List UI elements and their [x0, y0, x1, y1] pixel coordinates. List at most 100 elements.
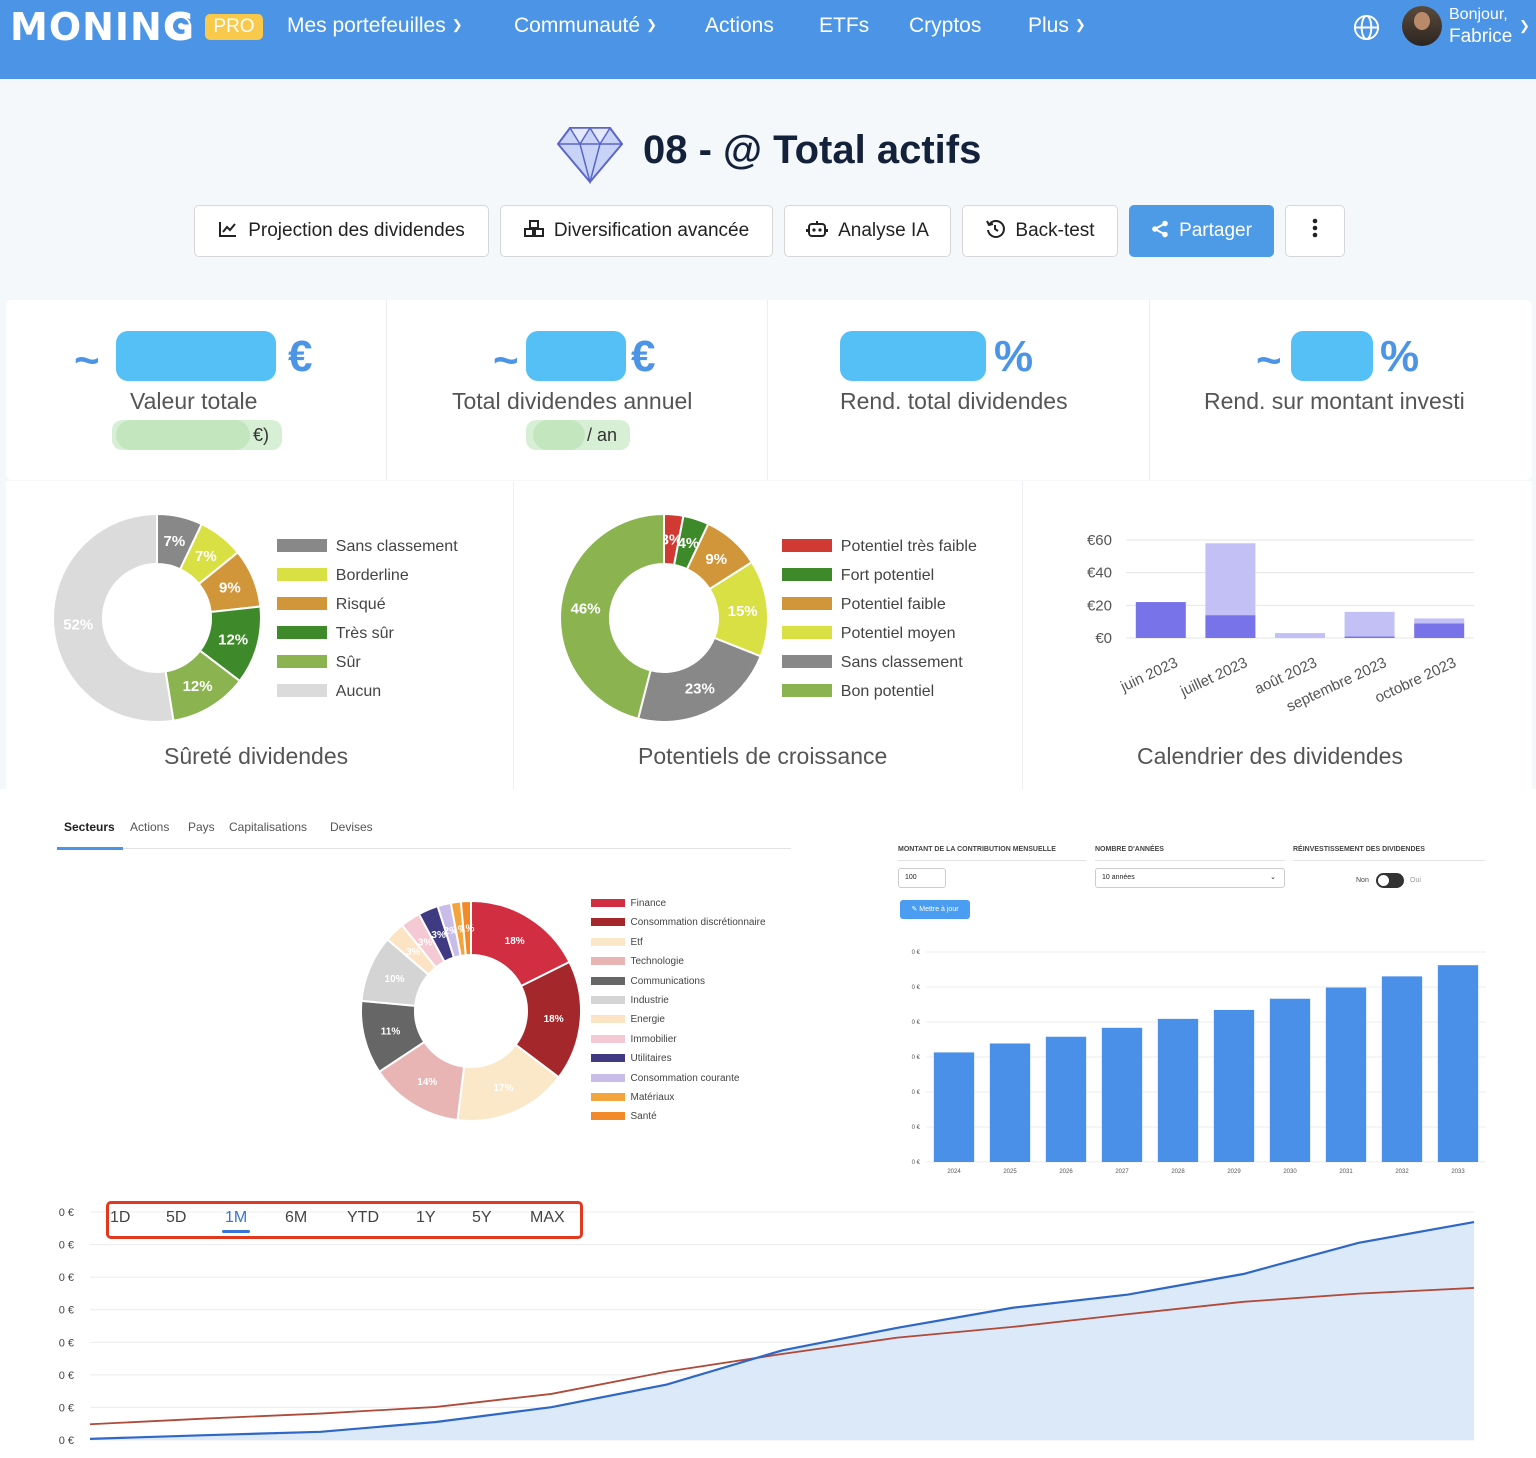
- legend-item[interactable]: Très sûr: [277, 625, 394, 643]
- legend-item[interactable]: Borderline: [277, 567, 409, 585]
- stat-valeur-totale: ~ € Valeur totale €): [6, 300, 387, 480]
- chevron-down-icon[interactable]: ❯: [1519, 18, 1530, 33]
- legend-label: Utilitaires: [630, 1053, 672, 1065]
- bar[interactable]: [1045, 1036, 1087, 1162]
- chevron-down-icon: ❯: [646, 17, 657, 32]
- bar[interactable]: [1101, 1027, 1143, 1162]
- range-max[interactable]: MAX: [530, 1209, 565, 1226]
- legend-item[interactable]: Utilitaires: [591, 1053, 672, 1064]
- bar[interactable]: [1205, 543, 1256, 616]
- projection-dividendes-button[interactable]: Projection des dividendes: [194, 205, 489, 257]
- bar[interactable]: [1414, 623, 1465, 638]
- moning-logo[interactable]: MONING: [10, 5, 196, 49]
- approx-sign: ~: [74, 336, 100, 385]
- bar[interactable]: [1135, 602, 1186, 638]
- globe-icon[interactable]: [1353, 14, 1380, 41]
- user-greeting[interactable]: Bonjour, Fabrice: [1449, 4, 1512, 49]
- bar[interactable]: [1344, 636, 1395, 638]
- legend-item[interactable]: Santé: [591, 1111, 657, 1122]
- y-tick-label: 0 €: [59, 1272, 74, 1284]
- nav-etfs[interactable]: ETFs: [819, 14, 869, 38]
- bar[interactable]: [1344, 611, 1395, 637]
- legend-item[interactable]: Bon potentiel: [782, 683, 934, 701]
- nav-cryptos[interactable]: Cryptos: [909, 14, 981, 38]
- legend-item[interactable]: Risqué: [277, 596, 386, 614]
- range-5y[interactable]: 5Y: [472, 1209, 492, 1226]
- legend-item[interactable]: Etf: [591, 937, 643, 948]
- y-tick-label: 0 €: [912, 950, 921, 956]
- nav-label: Cryptos: [909, 14, 982, 37]
- analyse-ia-button[interactable]: Analyse IA: [784, 205, 951, 257]
- bar[interactable]: [1381, 976, 1423, 1162]
- range-1d[interactable]: 1D: [110, 1209, 131, 1226]
- bar[interactable]: [1437, 965, 1479, 1162]
- range-5d[interactable]: 5D: [166, 1209, 187, 1226]
- legend-item[interactable]: Energie: [591, 1014, 665, 1025]
- update-button[interactable]: ✎ Mettre à jour: [900, 900, 970, 919]
- legend-item[interactable]: Industrie: [591, 995, 669, 1006]
- bar[interactable]: [989, 1043, 1031, 1162]
- bar[interactable]: [933, 1052, 975, 1162]
- bar[interactable]: [1213, 1009, 1255, 1162]
- top-navbar: MONING PRO Mes portefeuilles ❯ Communauté…: [0, 0, 1536, 79]
- toggle-on-label: Oui: [1410, 877, 1421, 884]
- years-select[interactable]: 10 années ⌄: [1095, 868, 1285, 888]
- tab-capitalisations[interactable]: Capitalisations: [229, 820, 308, 834]
- legend-item[interactable]: Communications: [591, 976, 705, 987]
- legend-item[interactable]: Potentiel faible: [782, 596, 946, 614]
- y-tick-label: 0 €: [912, 1020, 921, 1026]
- bar[interactable]: [1269, 998, 1311, 1162]
- legend-item[interactable]: Technologie: [591, 956, 684, 967]
- range-1m[interactable]: 1M: [225, 1209, 248, 1226]
- nav-actions[interactable]: Actions: [705, 14, 774, 38]
- y-tick-label: €40: [1087, 565, 1112, 582]
- legend-item[interactable]: Aucun: [277, 683, 381, 701]
- legend-item[interactable]: Matériaux: [591, 1092, 674, 1103]
- series-line-benchmark[interactable]: [89, 1287, 1475, 1426]
- slice-label: 23%: [685, 681, 715, 698]
- range-ytd[interactable]: YTD: [347, 1209, 379, 1226]
- bar[interactable]: [1205, 615, 1256, 638]
- legend-swatch: [591, 918, 625, 927]
- series-line-portfolio[interactable]: [89, 1220, 1475, 1440]
- legend-item[interactable]: Sûr: [277, 654, 361, 672]
- bar[interactable]: [1157, 1018, 1199, 1162]
- legend-label: Potentiel moyen: [840, 625, 956, 642]
- legend-swatch: [591, 976, 625, 985]
- pie-slice[interactable]: [636, 636, 762, 723]
- range-1y[interactable]: 1Y: [416, 1209, 436, 1226]
- bar[interactable]: [1414, 618, 1465, 624]
- nav-communaute[interactable]: Communauté ❯: [514, 14, 657, 38]
- avatar[interactable]: [1402, 6, 1442, 46]
- nav-plus[interactable]: Plus ❯: [1028, 14, 1086, 38]
- legend-item[interactable]: Consommation courante: [591, 1073, 739, 1084]
- more-options-button[interactable]: [1285, 205, 1345, 257]
- legend-item[interactable]: Potentiel moyen: [782, 625, 956, 643]
- legend-item[interactable]: Sans classement: [277, 538, 458, 556]
- legend-item[interactable]: Fort potentiel: [782, 567, 934, 585]
- back-test-button[interactable]: Back-test: [962, 205, 1118, 257]
- tab-secteurs[interactable]: Secteurs: [64, 820, 115, 834]
- bar[interactable]: [1275, 633, 1325, 638]
- surete-dividendes-card: [6, 481, 514, 789]
- nav-mes-portefeuilles[interactable]: Mes portefeuilles ❯: [287, 14, 463, 38]
- pie-slice[interactable]: [459, 899, 472, 957]
- partager-button[interactable]: Partager: [1129, 205, 1274, 257]
- bar[interactable]: [1325, 987, 1367, 1162]
- legend-item[interactable]: Finance: [591, 898, 666, 909]
- pie-slice[interactable]: [559, 512, 665, 720]
- legend-item[interactable]: Consommation discrétionnaire: [591, 917, 766, 928]
- tab-actions[interactable]: Actions: [130, 820, 170, 834]
- legend-item[interactable]: Potentiel très faible: [782, 538, 977, 556]
- slice-label: 10%: [385, 974, 405, 985]
- diversification-avancee-button[interactable]: Diversification avancée: [500, 205, 773, 257]
- blurred-value: [1291, 331, 1373, 381]
- legend-item[interactable]: Immobilier: [591, 1034, 677, 1045]
- contribution-input[interactable]: 100: [898, 868, 946, 888]
- legend-item[interactable]: Sans classement: [782, 654, 963, 672]
- range-6m[interactable]: 6M: [285, 1209, 308, 1226]
- reinvest-toggle[interactable]: [1376, 873, 1404, 888]
- tab-devises[interactable]: Devises: [330, 820, 373, 834]
- tab-pays[interactable]: Pays: [188, 820, 215, 834]
- pie-slice[interactable]: [52, 512, 175, 723]
